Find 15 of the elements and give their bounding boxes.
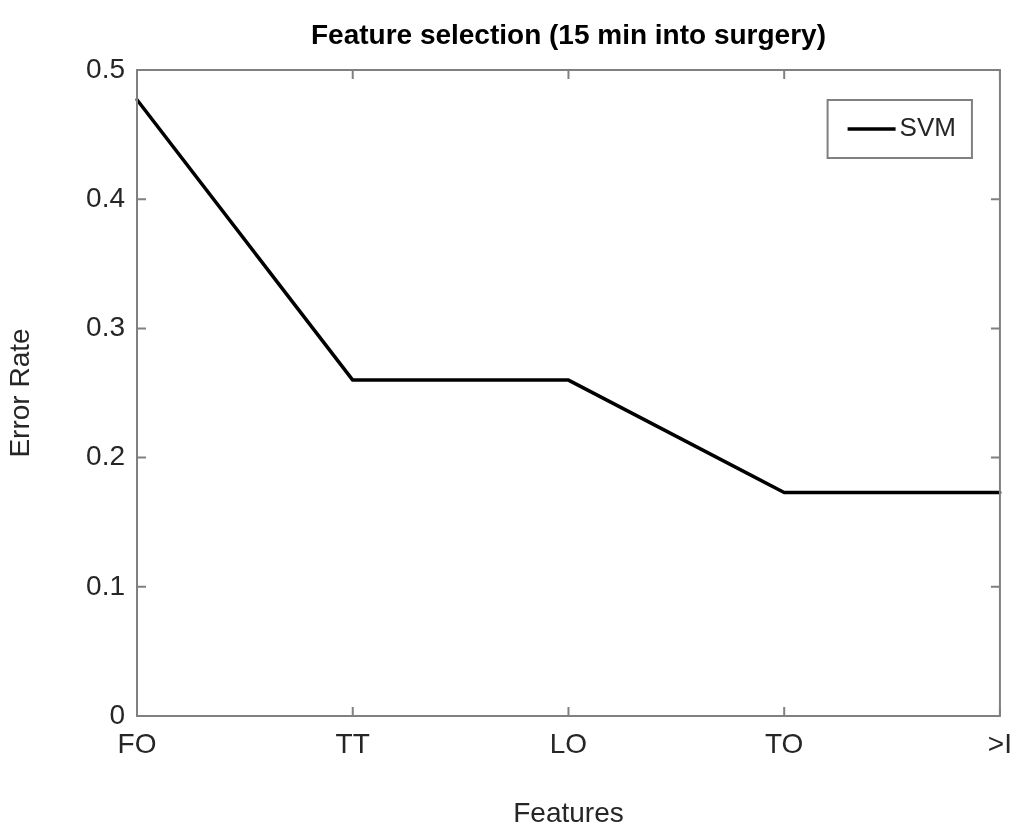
legend-label: SVM [899,112,956,143]
x-tick-label: TT [335,727,370,759]
y-tick-label: 0.1 [86,569,125,601]
x-tick-label: >I [987,727,1012,759]
x-tick-label: TO [765,727,804,759]
y-tick-label: 0.2 [86,440,125,472]
y-tick-label: 0.4 [86,181,125,213]
x-tick-label: LO [549,727,588,759]
y-tick-label: 0.5 [86,52,125,84]
y-axis-title: Error Rate [3,328,35,458]
x-axis-title: Features [513,796,624,828]
chart-title: Feature selection (15 min into surgery) [310,18,826,50]
y-tick-label: 0 [109,698,125,730]
y-tick-label: 0.3 [86,311,125,343]
x-tick-label: FO [117,727,157,759]
